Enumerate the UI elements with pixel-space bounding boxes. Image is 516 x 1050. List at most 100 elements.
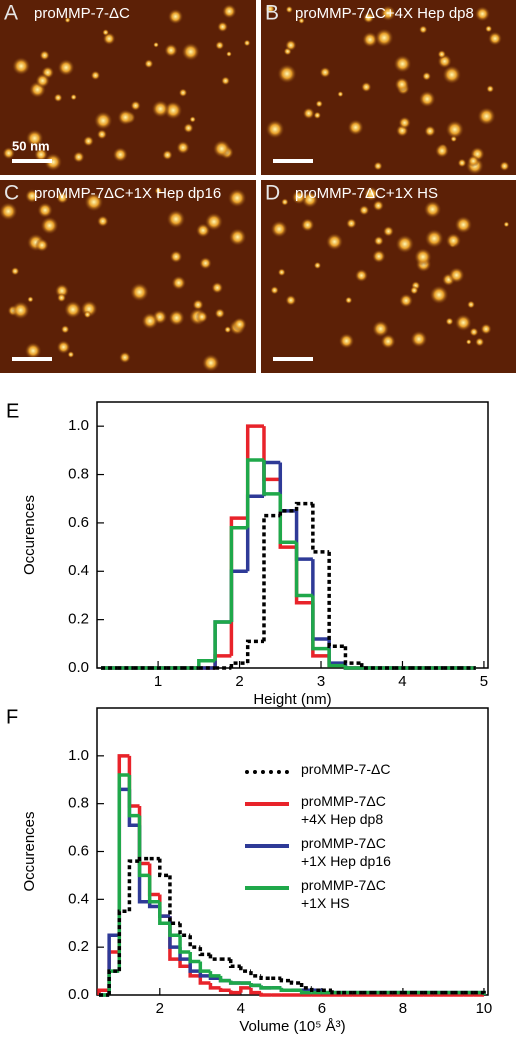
histogram-step (213, 620, 232, 661)
particle (141, 312, 159, 330)
histogram-step (259, 985, 272, 990)
histogram-step (259, 992, 272, 997)
histogram-step (245, 639, 264, 664)
histogram-step (311, 503, 330, 554)
histogram-step (239, 986, 251, 993)
histogram-step (137, 815, 150, 878)
particle (204, 212, 224, 232)
particle (409, 285, 419, 295)
x-tick-label: 4 (237, 1000, 245, 1017)
histogram-step (198, 975, 211, 985)
particle (189, 116, 197, 123)
particle (465, 338, 472, 345)
particle (313, 261, 322, 270)
x-axis-label: Volume (10⁵ Å³) (239, 1018, 345, 1035)
particle (469, 327, 479, 337)
particle (466, 300, 476, 309)
x-tick-label: 3 (317, 673, 325, 690)
legend-swatch (245, 770, 289, 774)
histogram-step (117, 909, 130, 972)
histogram-step (359, 663, 379, 670)
particle (424, 125, 436, 138)
particle (162, 149, 173, 161)
particle (298, 17, 305, 25)
histogram-step (343, 646, 362, 665)
histogram-step (198, 961, 211, 973)
histogram-step (311, 559, 330, 641)
particle (445, 119, 465, 139)
particle (354, 268, 369, 283)
particle (102, 28, 110, 36)
particle (183, 122, 194, 134)
histogram-step (299, 990, 312, 995)
particle (398, 116, 412, 130)
particle (168, 309, 186, 327)
particle (380, 333, 396, 350)
x-tick-label: 6 (318, 1000, 326, 1017)
particle (33, 147, 49, 162)
y-axis-label: Occurences (21, 495, 38, 575)
histogram-step (259, 975, 272, 981)
particle (201, 353, 221, 373)
particle (373, 235, 384, 247)
particle (53, 93, 63, 103)
histogram-step (218, 975, 231, 983)
particle (358, 204, 370, 216)
histogram-step (127, 774, 140, 818)
particle (371, 249, 386, 264)
histogram-step (188, 935, 201, 949)
y-tick-label: 0.2 (68, 611, 89, 628)
particle (448, 266, 465, 284)
particle (277, 268, 286, 277)
histogram-step (168, 875, 181, 925)
particle (11, 56, 31, 76)
particle (215, 40, 225, 51)
histogram-step (294, 510, 313, 561)
particle (421, 71, 432, 81)
histogram-step (213, 654, 232, 668)
panel-letter: D (265, 182, 280, 205)
histogram-step (473, 990, 486, 995)
y-tick-label: 0.4 (68, 890, 89, 907)
x-tick-label: 10 (476, 1000, 493, 1017)
histogram-step (343, 665, 362, 670)
particle (60, 324, 70, 334)
particle (228, 227, 247, 247)
histogram-step (262, 426, 281, 482)
legend-swatch (245, 802, 289, 806)
particle (227, 188, 247, 208)
particle (56, 339, 71, 355)
y-tick-label: 0.8 (68, 466, 89, 483)
particle (83, 310, 92, 319)
particle (442, 65, 462, 85)
histogram-step (245, 494, 264, 572)
particle (178, 88, 188, 98)
particle (382, 225, 395, 238)
particle (361, 31, 379, 48)
particle (37, 202, 54, 219)
particle (169, 250, 183, 264)
particle (344, 296, 353, 305)
histogram-step (158, 858, 170, 878)
histogram-step (229, 661, 248, 668)
panel-letter: C (4, 182, 19, 205)
particle (362, 11, 375, 24)
particle (474, 6, 491, 22)
particle (10, 266, 20, 276)
legend-label: proMMP-7ΔC +1X HS (301, 877, 386, 911)
histogram-step (198, 947, 211, 957)
particle (484, 25, 493, 33)
particle (35, 238, 49, 253)
histogram-step (249, 971, 262, 978)
particle (423, 200, 442, 219)
particle (35, 73, 51, 89)
panel-title: proMMP-7-ΔC (34, 5, 130, 22)
histogram-series (99, 856, 486, 997)
particle (337, 90, 344, 98)
x-tick-label: 4 (398, 673, 406, 690)
legend-label: proMMP-7-ΔC (301, 761, 391, 777)
particle (302, 107, 315, 120)
particle (265, 119, 285, 139)
histogram-step (279, 987, 292, 992)
particle (232, 317, 247, 332)
